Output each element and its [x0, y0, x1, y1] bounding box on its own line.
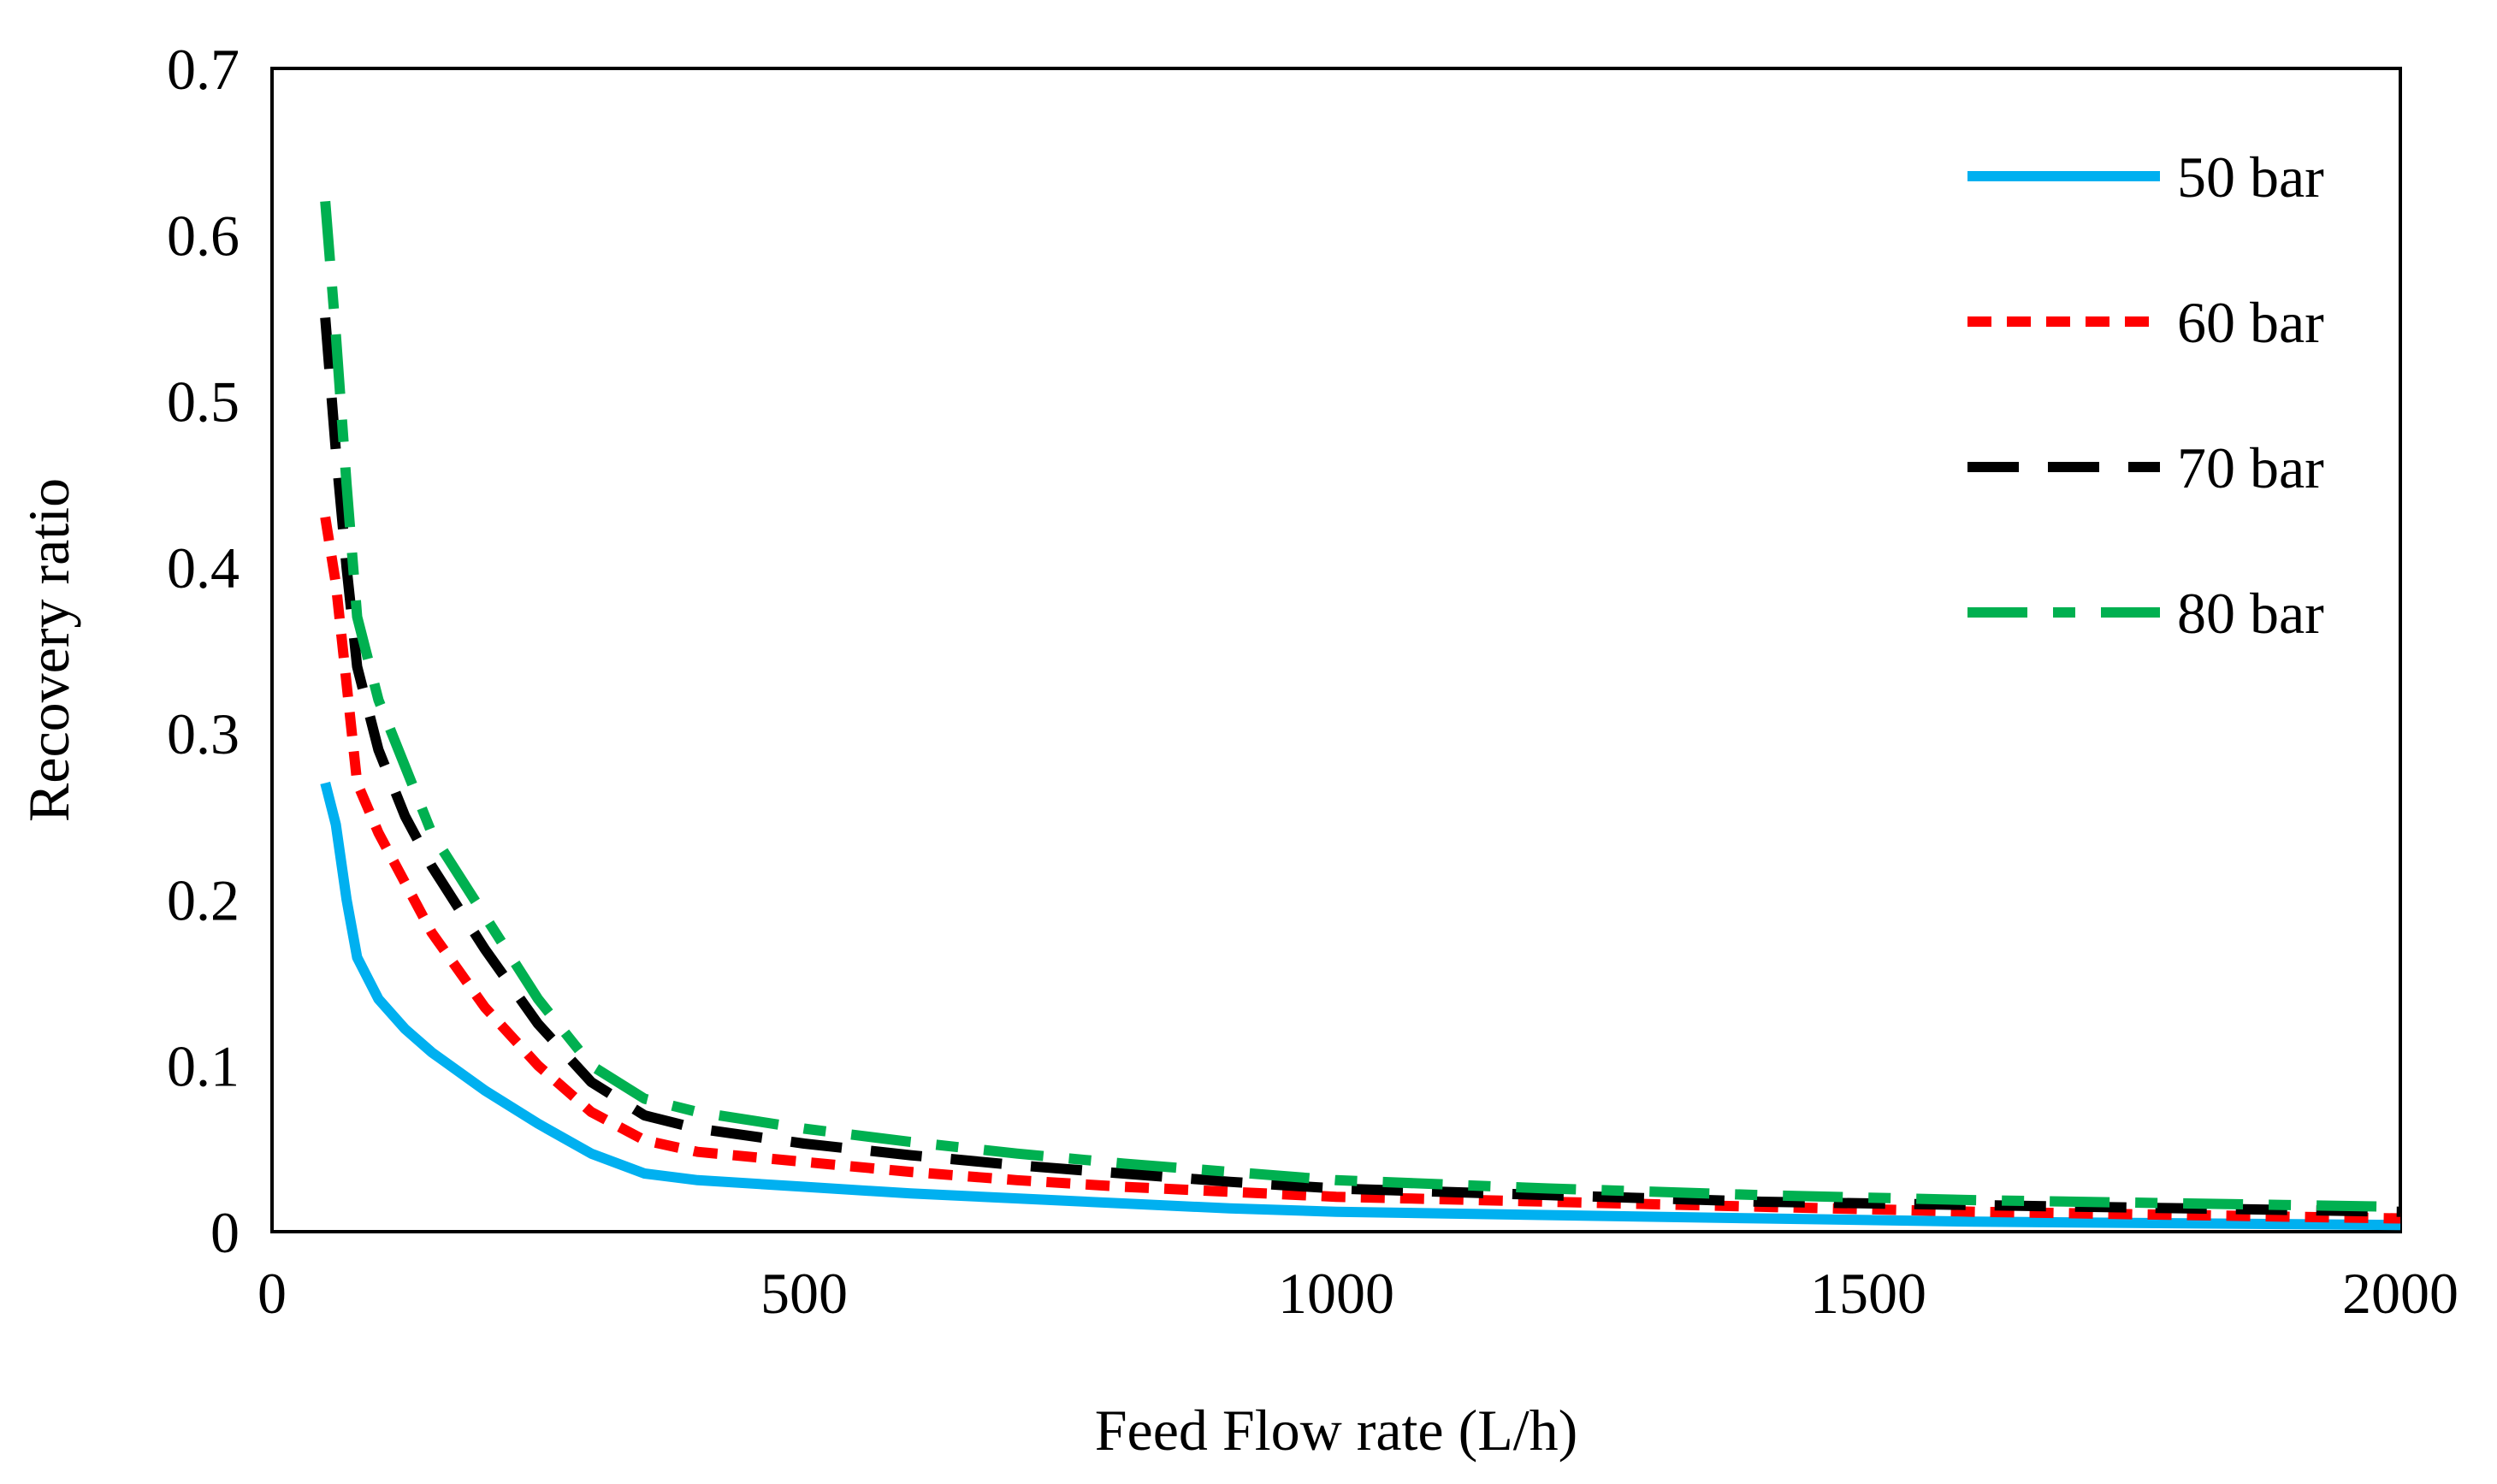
legend: 50 bar 60 bar 70 bar 80 bar [1967, 145, 2324, 646]
y-tick-label: 0.7 [167, 37, 240, 102]
y-tick-label: 0.1 [167, 1034, 240, 1099]
legend-label: 70 bar [2177, 435, 2324, 500]
x-tick-label: 1500 [1810, 1261, 1926, 1326]
y-tick-label: 0.6 [167, 203, 240, 268]
x-axis-title: Feed Flow rate (L/h) [1095, 1398, 1578, 1463]
series-line-70-bar [320, 316, 2401, 1217]
x-tick-label: 1000 [1278, 1261, 1394, 1326]
y-tick-label: 0.4 [167, 535, 240, 600]
y-tick-label: 0 [210, 1200, 240, 1265]
series-line-50-bar [320, 781, 2401, 1231]
x-tick-label: 2000 [2342, 1261, 2459, 1326]
y-tick-label: 0.2 [167, 867, 240, 932]
y-axis-title: Recovery ratio [16, 478, 81, 822]
y-tick-label: 0.5 [167, 370, 240, 435]
x-axis-ticks: 0 500 1000 1500 2000 [257, 1261, 2459, 1326]
x-tick-label: 0 [257, 1261, 287, 1326]
legend-label: 50 bar [2177, 145, 2324, 210]
y-axis-ticks: 0 0.1 0.2 0.3 0.4 0.5 0.6 0.7 [167, 37, 240, 1265]
series-line-60-bar [320, 516, 2401, 1224]
y-tick-label: 0.3 [167, 701, 240, 766]
legend-label: 80 bar [2177, 581, 2324, 646]
plot-area-frame [270, 67, 2402, 1233]
series-layer [320, 200, 2401, 1231]
x-tick-label: 500 [760, 1261, 848, 1326]
series-line-80-bar [320, 200, 2401, 1212]
legend-label: 60 bar [2177, 290, 2324, 355]
